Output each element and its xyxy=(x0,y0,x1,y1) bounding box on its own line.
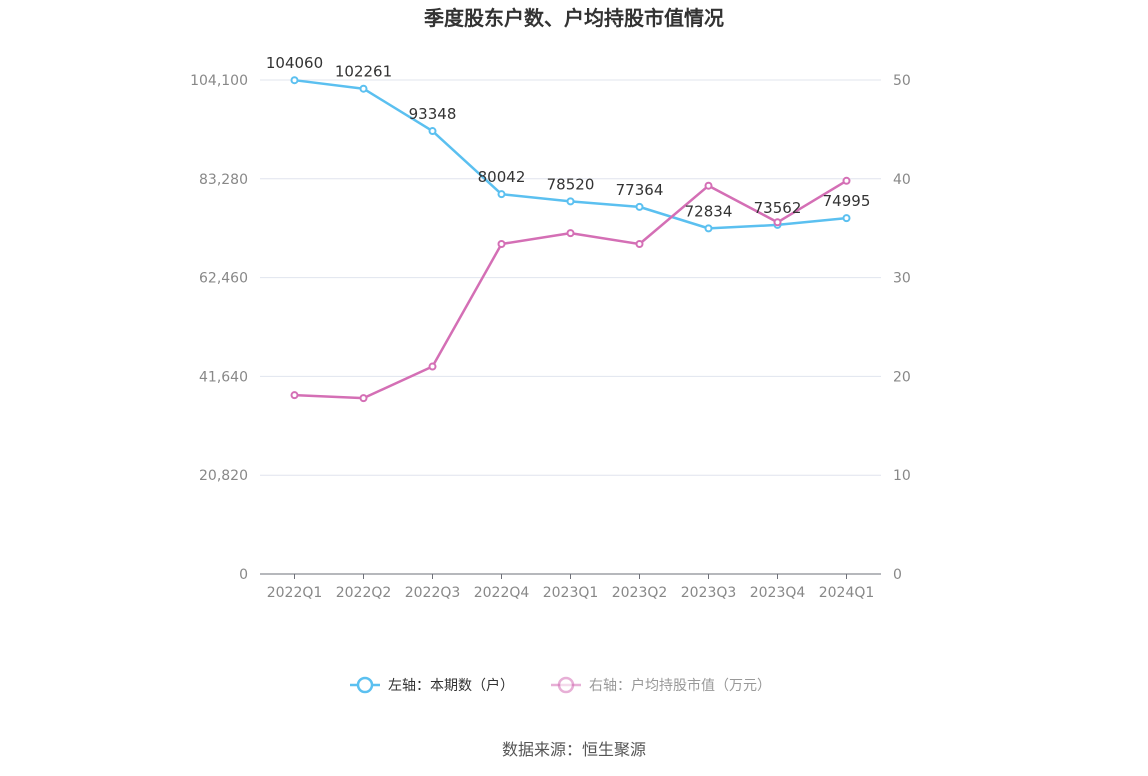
data-point xyxy=(359,84,368,93)
data-point xyxy=(704,224,713,233)
left-tick-label: 41,640 xyxy=(199,369,248,385)
data-label: 102261 xyxy=(335,63,392,81)
right-tick-label: 10 xyxy=(893,468,911,484)
data-point xyxy=(566,229,575,238)
x-tick-label: 2023Q1 xyxy=(543,585,599,601)
data-point xyxy=(428,127,437,136)
x-axis: 2022Q1 2022Q2 2022Q3 2022Q4 2023Q1 2023Q2 2023… xyxy=(260,573,881,601)
data-label: 104060 xyxy=(266,54,323,72)
legend-label: 左轴：本期数（户） xyxy=(388,677,514,694)
data-point xyxy=(704,181,713,190)
x-tick-label: 2022Q4 xyxy=(474,585,530,601)
data-label: 80042 xyxy=(478,168,526,186)
legend[interactable]: 左轴：本期数（户） 右轴：户均持股市值（万元） xyxy=(350,676,771,694)
data-label: 78520 xyxy=(547,175,595,193)
data-point xyxy=(290,76,299,85)
left-tick-label: 20,820 xyxy=(199,468,248,484)
x-tick-label: 2022Q2 xyxy=(336,585,392,601)
legend-marker xyxy=(557,676,575,694)
data-label: 72834 xyxy=(685,202,733,220)
series xyxy=(290,76,851,403)
right-tick-label: 20 xyxy=(893,369,911,385)
x-tick-label: 2023Q3 xyxy=(681,585,737,601)
data-point xyxy=(635,240,644,249)
right-axis: 0 10 20 30 40 50 xyxy=(893,73,911,583)
source-note: 数据来源：恒生聚源 xyxy=(502,740,646,759)
data-label: 73562 xyxy=(754,199,802,217)
data-point xyxy=(842,176,851,185)
left-tick-label: 104,100 xyxy=(190,73,248,89)
data-point xyxy=(497,240,506,249)
right-tick-label: 40 xyxy=(893,172,911,188)
data-labels: 104060 102261 93348 80042 78520 77364 72834 735… xyxy=(266,54,870,220)
left-tick-label: 0 xyxy=(239,567,248,583)
legend-marker xyxy=(356,676,374,694)
data-label: 77364 xyxy=(616,181,664,199)
data-point xyxy=(842,214,851,223)
data-point xyxy=(773,218,782,227)
data-point xyxy=(566,197,575,206)
data-point xyxy=(428,362,437,371)
legend-item[interactable]: 左轴：本期数（户） xyxy=(350,676,514,694)
x-tick-label: 2024Q1 xyxy=(819,585,875,601)
x-tick-label: 2023Q4 xyxy=(750,585,806,601)
chart-title: 季度股东户数、户均持股市值情况 xyxy=(423,6,724,30)
right-tick-label: 50 xyxy=(893,73,911,89)
data-point xyxy=(290,391,299,400)
x-tick-label: 2023Q2 xyxy=(612,585,668,601)
left-tick-label: 62,460 xyxy=(199,271,248,287)
right-tick-label: 0 xyxy=(893,567,902,583)
right-tick-label: 30 xyxy=(893,271,911,287)
data-point xyxy=(359,394,368,403)
data-label: 93348 xyxy=(409,105,457,123)
data-label: 74995 xyxy=(823,192,871,210)
left-tick-label: 83,280 xyxy=(199,172,248,188)
x-tick-label: 2022Q3 xyxy=(405,585,461,601)
left-axis: 0 20,820 41,640 62,460 83,280 104,100 xyxy=(190,73,248,583)
legend-label: 右轴：户均持股市值（万元） xyxy=(589,677,771,694)
x-tick-label: 2022Q1 xyxy=(267,585,323,601)
data-point xyxy=(497,190,506,199)
data-point xyxy=(635,202,644,211)
legend-item[interactable]: 右轴：户均持股市值（万元） xyxy=(551,676,771,694)
grid xyxy=(260,79,881,476)
